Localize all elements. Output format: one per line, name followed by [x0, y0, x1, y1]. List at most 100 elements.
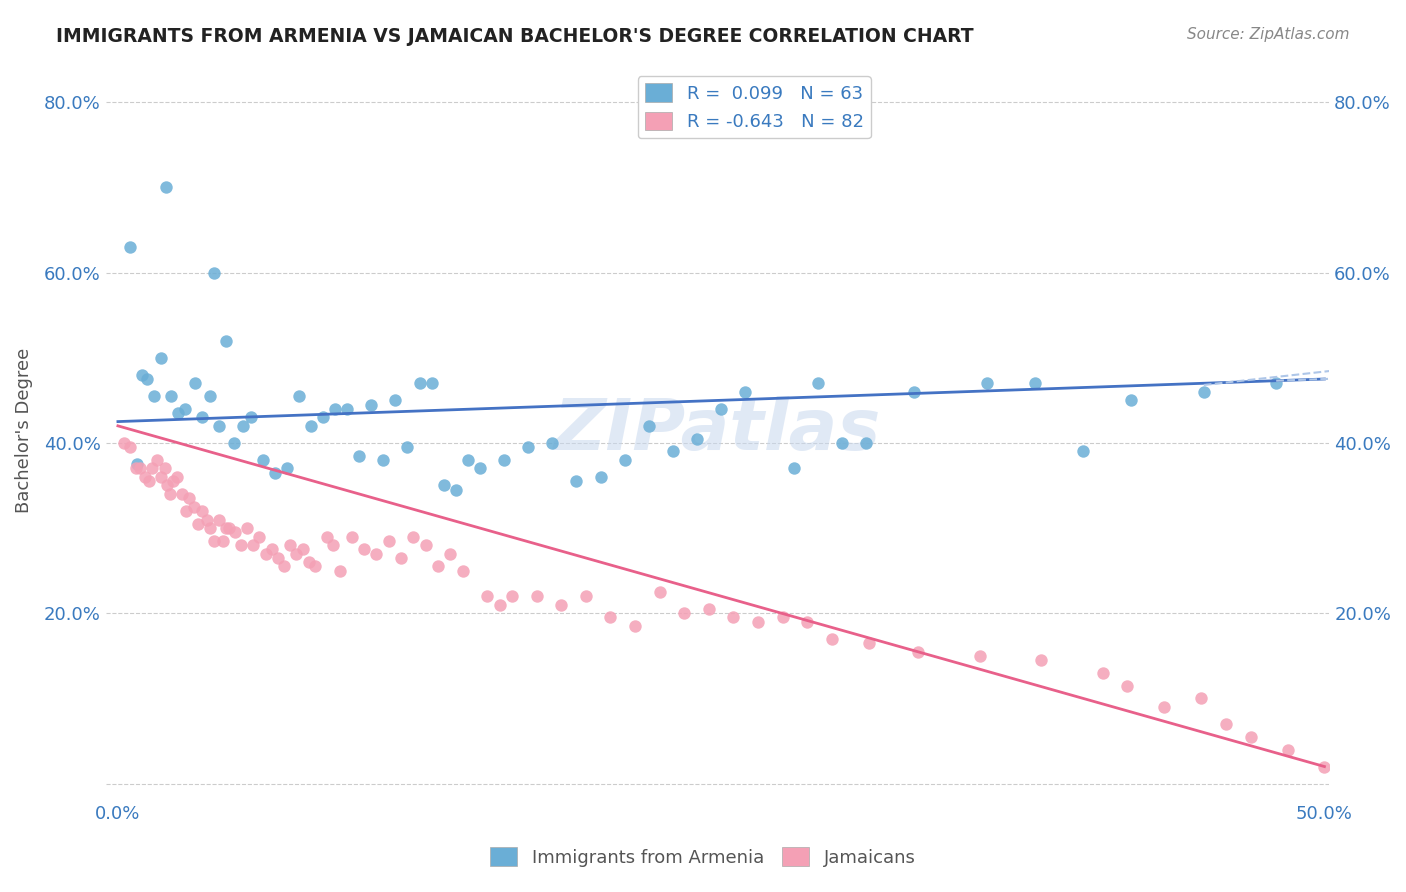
Point: [589, 470, 612, 484]
Point: [298, 555, 321, 569]
Point: [288, 389, 311, 403]
Point: [402, 530, 425, 544]
Point: [278, 538, 301, 552]
Point: [204, 266, 226, 280]
Point: [242, 538, 264, 552]
Point: [229, 538, 252, 552]
Point: [125, 461, 148, 475]
Point: [1277, 742, 1299, 756]
Point: [222, 436, 245, 450]
Point: [366, 547, 388, 561]
Point: [477, 589, 499, 603]
Point: [299, 418, 322, 433]
Point: [187, 516, 209, 531]
Point: [156, 478, 179, 492]
Point: [316, 530, 339, 544]
Text: IMMIGRANTS FROM ARMENIA VS JAMAICAN BACHELOR'S DEGREE CORRELATION CHART: IMMIGRANTS FROM ARMENIA VS JAMAICAN BACH…: [56, 27, 974, 45]
Point: [120, 440, 142, 454]
Point: [215, 521, 238, 535]
Point: [127, 457, 149, 471]
Point: [166, 470, 188, 484]
Point: [1265, 376, 1288, 391]
Point: [637, 418, 659, 433]
Point: [433, 478, 456, 492]
Point: [389, 550, 412, 565]
Point: [599, 610, 621, 624]
Point: [131, 368, 153, 382]
Point: [1116, 679, 1139, 693]
Point: [200, 521, 222, 535]
Point: [160, 389, 183, 403]
Point: [328, 564, 350, 578]
Point: [378, 533, 401, 548]
Point: [907, 644, 929, 658]
Point: [167, 406, 190, 420]
Point: [517, 440, 540, 454]
Point: [648, 585, 671, 599]
Point: [312, 410, 335, 425]
Point: [624, 619, 647, 633]
Point: [263, 466, 285, 480]
Point: [211, 533, 233, 548]
Point: [903, 384, 925, 399]
Point: [340, 530, 363, 544]
Point: [143, 389, 166, 403]
Point: [260, 542, 283, 557]
Point: [208, 418, 231, 433]
Point: [969, 648, 991, 663]
Point: [855, 436, 877, 450]
Point: [492, 453, 515, 467]
Point: [291, 542, 314, 557]
Point: [353, 542, 375, 557]
Point: [673, 606, 696, 620]
Point: [686, 432, 709, 446]
Point: [1121, 393, 1143, 408]
Point: [323, 401, 346, 416]
Point: [831, 436, 853, 450]
Point: [747, 615, 769, 629]
Point: [697, 602, 720, 616]
Point: [252, 453, 274, 467]
Point: [1024, 376, 1046, 391]
Point: [1071, 444, 1094, 458]
Point: [575, 589, 598, 603]
Point: [254, 547, 277, 561]
Point: [138, 474, 160, 488]
Point: [821, 632, 844, 646]
Point: [550, 598, 572, 612]
Point: [134, 470, 156, 484]
Point: [336, 401, 359, 416]
Point: [858, 636, 880, 650]
Point: [170, 487, 193, 501]
Point: [184, 376, 207, 391]
Point: [1153, 700, 1175, 714]
Legend: Immigrants from Armenia, Jamaicans: Immigrants from Armenia, Jamaicans: [484, 840, 922, 874]
Point: [408, 376, 430, 391]
Point: [1361, 376, 1384, 391]
Point: [191, 410, 214, 425]
Point: [112, 436, 135, 450]
Point: [360, 398, 382, 412]
Point: [224, 525, 246, 540]
Point: [202, 533, 225, 548]
Point: [195, 512, 218, 526]
Point: [427, 559, 450, 574]
Point: [772, 610, 794, 624]
Point: [236, 521, 259, 535]
Point: [273, 559, 295, 574]
Point: [1313, 759, 1336, 773]
Point: [179, 491, 201, 506]
Point: [723, 610, 745, 624]
Point: [384, 393, 406, 408]
Point: [420, 376, 443, 391]
Point: [526, 589, 548, 603]
Point: [239, 410, 262, 425]
Point: [174, 504, 197, 518]
Point: [153, 461, 176, 475]
Point: [190, 504, 212, 518]
Point: [141, 461, 163, 475]
Point: [276, 461, 298, 475]
Point: [796, 615, 818, 629]
Point: [501, 589, 523, 603]
Point: [232, 418, 254, 433]
